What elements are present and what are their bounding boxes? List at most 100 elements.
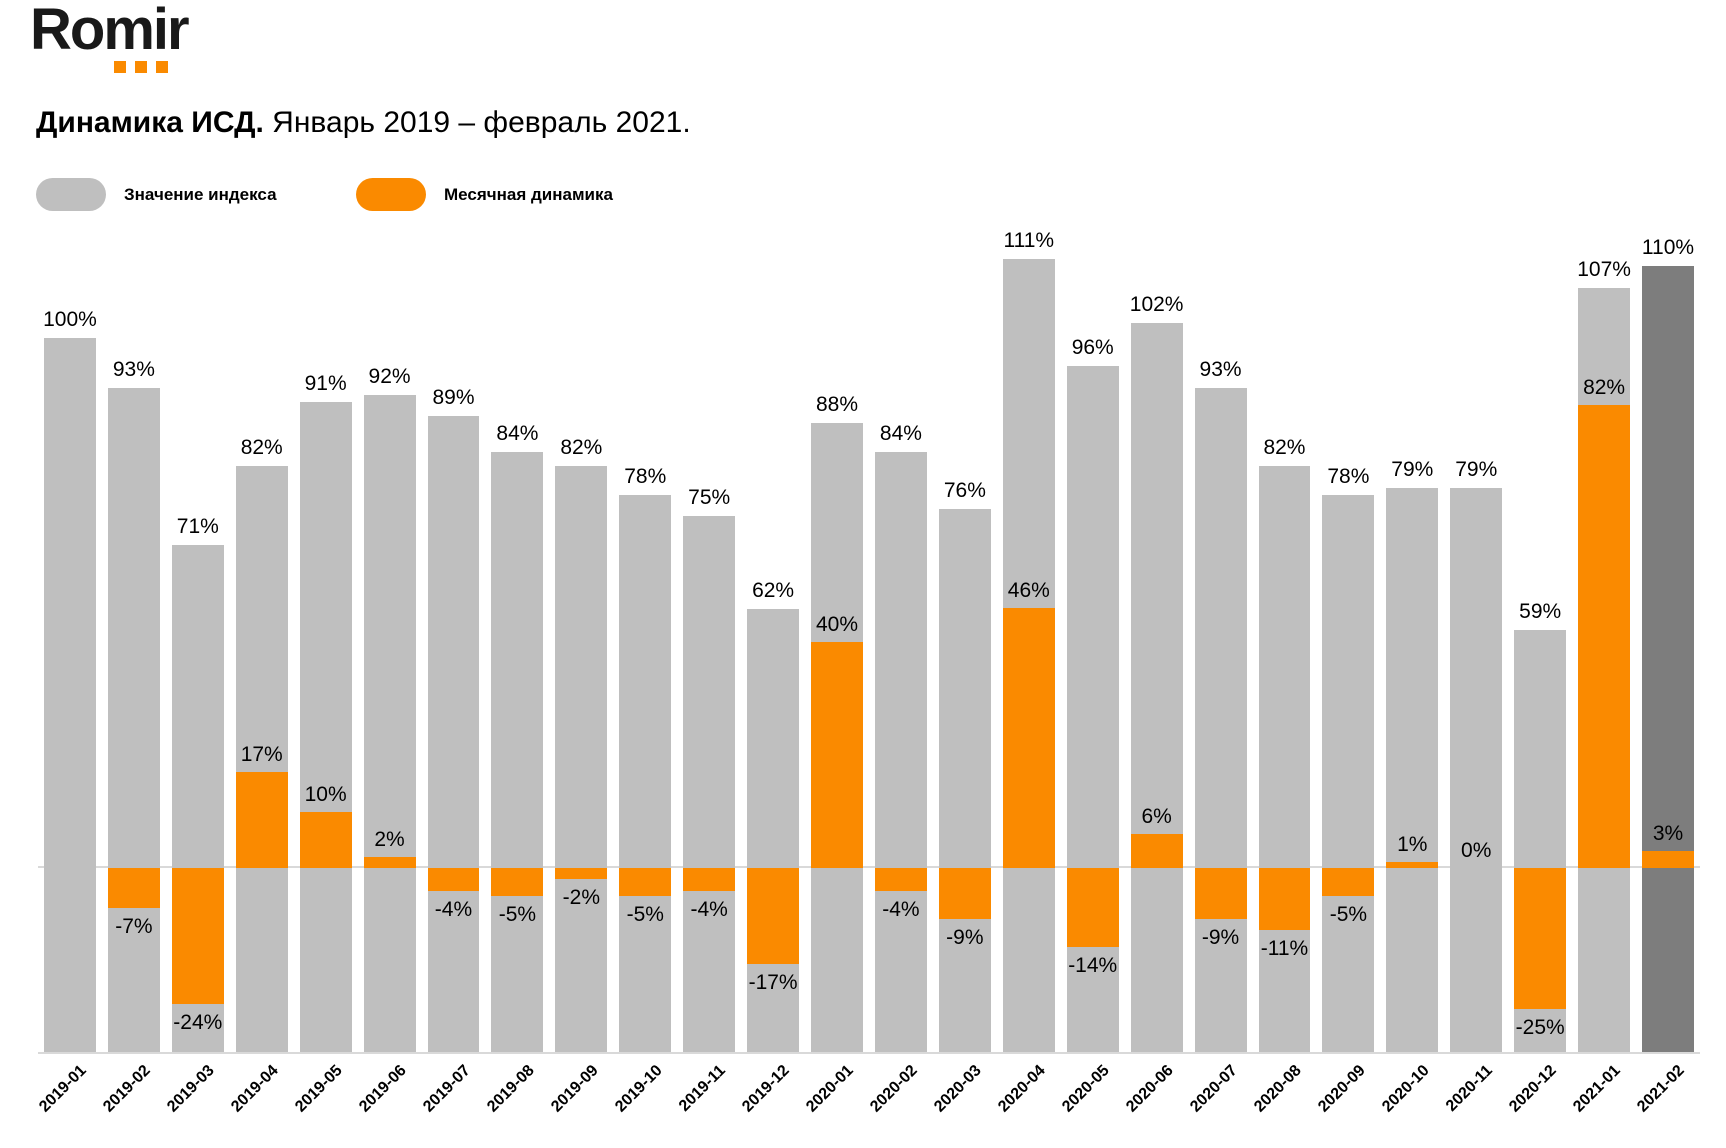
x-axis-label: 2019-07 [419, 1062, 474, 1116]
dynamics-value-label: 17% [240, 742, 283, 766]
x-axis-label: 2020-03 [931, 1062, 985, 1116]
dynamics-value-label: -14% [1068, 954, 1118, 978]
index-value-label: 91% [304, 371, 347, 395]
index-bar [1066, 366, 1119, 1052]
isd-bar-chart: 100% 2019-01 -7% 93% 2019-02 -24% 71% 2019-03 17… [36, 222, 1700, 1116]
bar-group: 17% 82% 2019-04 [228, 222, 288, 1116]
index-value-label: 96% [1071, 336, 1114, 360]
index-bar [235, 466, 288, 1052]
x-axis-label: 2019-10 [611, 1062, 666, 1116]
dynamics-bar [299, 811, 352, 868]
bar-group: 100% 2019-01 [36, 222, 96, 1116]
bar-group: -4% 89% 2019-07 [420, 222, 480, 1116]
dynamics-zero-axis-line [38, 866, 1700, 868]
x-axis-label: 2019-02 [100, 1062, 154, 1116]
x-axis-label: 2020-05 [1059, 1062, 1113, 1116]
index-bar [555, 466, 608, 1052]
index-bar [1450, 487, 1503, 1052]
legend-item-index-value: Значение индекса [36, 178, 277, 211]
index-value-label: 93% [1199, 357, 1242, 381]
x-axis-label: 2019-06 [356, 1062, 410, 1116]
dynamics-bar [874, 868, 927, 891]
dynamics-value-label: -4% [882, 897, 920, 921]
index-value-label: 89% [432, 386, 475, 410]
index-value-label: 59% [1519, 600, 1562, 624]
index-value-label: 110% [1641, 236, 1695, 260]
x-axis-label: 2020-11 [1443, 1062, 1497, 1115]
romir-logo-dots [114, 61, 188, 74]
dynamics-value-label: 82% [1583, 375, 1626, 399]
index-value-label: 75% [688, 486, 731, 510]
x-axis-label: 2019-05 [292, 1062, 346, 1116]
dynamics-value-label: 1% [1397, 833, 1428, 857]
bar-group: 82% 107% 2021-01 [1571, 222, 1631, 1116]
dynamics-value-label: 6% [1141, 805, 1172, 829]
logo-dot-icon [135, 61, 147, 74]
dynamics-bar [1642, 851, 1694, 868]
bar-group: -7% 93% 2019-02 [100, 222, 160, 1116]
index-value-label: 111% [1003, 228, 1055, 252]
dynamics-bar [1194, 868, 1247, 919]
x-axis-label: 2020-10 [1378, 1062, 1433, 1116]
bar-group: -14% 96% 2020-05 [1059, 222, 1119, 1116]
dynamics-bar [107, 868, 160, 908]
bar-group: -5% 78% 2019-10 [612, 222, 672, 1116]
bar-group: 6% 102% 2020-06 [1123, 222, 1184, 1115]
x-axis-label: 2020-06 [1123, 1062, 1177, 1116]
index-value-label: 79% [1391, 457, 1434, 481]
legend-swatch-monthly-dynamics [356, 178, 426, 211]
bar-group: -11% 82% 2020-08 [1251, 222, 1311, 1116]
index-value-label: 92% [368, 364, 411, 388]
dynamics-bar [1130, 834, 1183, 868]
bar-group: 10% 91% 2019-05 [292, 222, 352, 1116]
dynamics-bar [683, 868, 736, 891]
index-value-label: 82% [1263, 436, 1306, 460]
index-bar [1642, 266, 1694, 1052]
x-axis-label: 2021-01 [1570, 1062, 1625, 1116]
dynamics-value-label: -9% [946, 925, 984, 949]
chart-title-period: Январь 2019 – февраль 2021. [272, 106, 691, 139]
bar-group: -4% 75% 2019-11 [676, 222, 736, 1115]
index-value-label: 84% [879, 421, 922, 445]
x-axis-label: 2019-11 [676, 1062, 730, 1115]
dynamics-bar [1514, 868, 1567, 1010]
index-bar [1322, 494, 1375, 1052]
x-axis-label: 2019-12 [739, 1062, 794, 1116]
bar-group: -9% 93% 2020-07 [1187, 222, 1247, 1116]
dynamics-bar [1386, 862, 1439, 868]
index-value-label: 107% [1577, 257, 1631, 281]
x-axis-label: 2020-04 [995, 1062, 1049, 1116]
bar-group: -2% 82% 2019-09 [548, 222, 608, 1116]
dynamics-bar [1322, 868, 1375, 897]
dynamics-value-label: 3% [1652, 822, 1684, 846]
dynamics-value-label: 40% [816, 613, 859, 636]
romir-logo-text: Romir [30, 0, 190, 62]
x-axis-label: 2020-07 [1187, 1062, 1241, 1116]
chart-title: Динамика ИСД. Январь 2019 – февраль 2021… [36, 106, 691, 140]
index-bar [491, 451, 544, 1052]
x-axis-label: 2019-08 [483, 1062, 538, 1116]
index-value-label: 78% [624, 464, 667, 488]
x-axis-label: 2019-04 [228, 1062, 282, 1116]
dynamics-bar [811, 642, 863, 868]
x-axis-label: 2019-01 [36, 1062, 90, 1116]
index-bar [1386, 487, 1439, 1052]
x-axis-label: 2020-12 [1506, 1062, 1561, 1116]
bar-group: -25% 59% 2020-12 [1507, 222, 1567, 1116]
dynamics-value-label: -17% [748, 971, 798, 995]
dynamics-bar [171, 868, 224, 1004]
index-value-label: 71% [176, 514, 219, 538]
dynamics-value-label: -25% [1515, 1016, 1565, 1040]
index-value-label: 102% [1129, 293, 1184, 317]
dynamics-value-label: -4% [434, 897, 473, 921]
bar-group: 40% 88% 2020-01 [804, 222, 863, 1116]
dynamics-bar [555, 868, 608, 880]
index-value-label: 79% [1455, 457, 1498, 481]
dynamics-bar [938, 868, 991, 919]
dynamics-bar [619, 868, 672, 897]
index-value-label: 62% [752, 579, 795, 603]
bar-group: -24% 71% 2019-03 [164, 222, 224, 1116]
dynamics-value-label: -5% [1329, 903, 1368, 927]
dynamics-value-label: -5% [626, 903, 664, 927]
dynamics-bar [363, 856, 416, 868]
